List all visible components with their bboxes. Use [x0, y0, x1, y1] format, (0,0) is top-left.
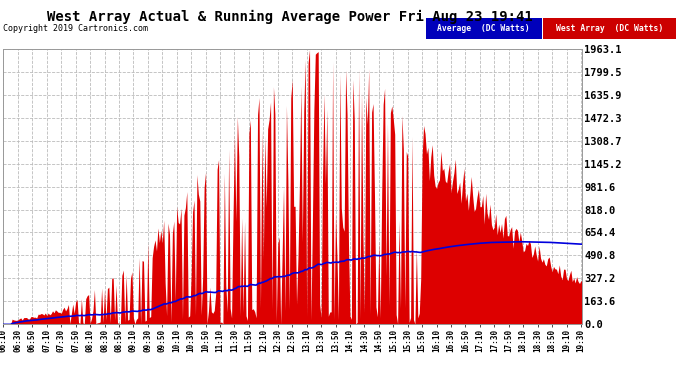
- Text: West Array Actual & Running Average Power Fri Aug 23 19:41: West Array Actual & Running Average Powe…: [47, 9, 533, 24]
- Text: West Array  (DC Watts): West Array (DC Watts): [555, 24, 663, 33]
- Text: Copyright 2019 Cartronics.com: Copyright 2019 Cartronics.com: [3, 24, 148, 33]
- Text: Average  (DC Watts): Average (DC Watts): [437, 24, 530, 33]
